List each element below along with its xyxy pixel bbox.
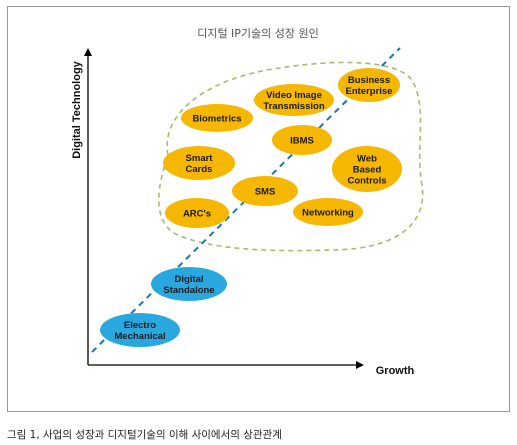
node-electro-mechanical-shape — [100, 313, 180, 347]
x-axis-label: Growth — [376, 365, 415, 377]
node-business-enterprise-shape — [338, 68, 400, 102]
node-smart-cards-shape — [163, 146, 235, 180]
node-biometrics-label: Biometrics — [192, 114, 241, 125]
figure-caption: 그림 1, 사업의 성장과 디지털기술의 이해 사이에서의 상관관계 — [7, 429, 282, 441]
node-sms-label: SMS — [255, 187, 276, 198]
node-business-enterprise-label: Enterprise — [346, 86, 393, 97]
node-web-based-controls-label: Web — [357, 154, 377, 165]
node-networking-shape — [293, 198, 363, 226]
node-ibms-label: IBMS — [290, 136, 314, 147]
node-biometrics: Biometrics — [181, 104, 253, 132]
cluster-outline — [157, 61, 424, 252]
node-digital-standalone-label: Standalone — [163, 285, 214, 296]
node-web-based-controls-label: Controls — [347, 176, 386, 187]
node-video-image-transmission-shape — [254, 84, 334, 116]
node-biometrics-shape — [181, 104, 253, 132]
node-business-enterprise-label: Business — [348, 75, 390, 86]
node-web-based-controls-shape — [332, 146, 402, 192]
node-web-based-controls-label: Based — [353, 165, 382, 176]
y-axis-label: Digital Technology — [71, 60, 83, 158]
node-sms: SMS — [232, 176, 298, 206]
node-electro-mechanical-label: Mechanical — [114, 331, 165, 342]
node-smart-cards-label: Cards — [186, 164, 213, 175]
node-networking: Networking — [293, 198, 363, 226]
node-electro-mechanical-label: Electro — [124, 320, 156, 331]
node-ibms: IBMS — [272, 125, 332, 155]
figure-frame — [7, 6, 510, 412]
node-digital-standalone-shape — [151, 267, 227, 301]
diagram-title: 디지털 IP기술의 성장 원인 — [197, 27, 319, 40]
node-arcs: ARC's — [165, 198, 229, 228]
node-digital-standalone-label: Digital — [174, 274, 203, 285]
node-sms-shape — [232, 176, 298, 206]
node-arcs-label: ARC's — [183, 209, 211, 220]
node-video-image-transmission-label: Video Image — [266, 90, 322, 101]
node-smart-cards-label: Smart — [186, 153, 214, 164]
node-arcs-shape — [165, 198, 229, 228]
node-video-image-transmission-label: Transmission — [263, 101, 324, 112]
node-ibms-shape — [272, 125, 332, 155]
node-networking-label: Networking — [302, 208, 354, 219]
